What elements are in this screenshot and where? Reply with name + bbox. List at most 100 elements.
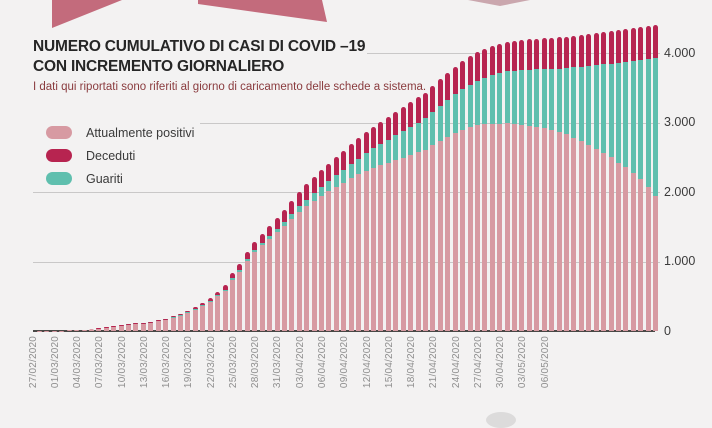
stacked-bar[interactable] — [148, 322, 153, 331]
stacked-bar[interactable] — [527, 39, 532, 331]
bar-segment-deceduti — [341, 151, 346, 170]
stacked-bar[interactable] — [89, 329, 94, 331]
stacked-bar[interactable] — [200, 303, 205, 331]
bar-segment-positivi — [215, 296, 220, 331]
stacked-bar[interactable] — [178, 314, 183, 331]
stacked-bar[interactable] — [208, 298, 213, 331]
stacked-bar[interactable] — [549, 38, 554, 331]
bar-segment-positivi — [423, 150, 428, 331]
stacked-bar[interactable] — [623, 29, 628, 331]
stacked-bar[interactable] — [74, 330, 79, 331]
stacked-bar[interactable] — [571, 36, 576, 331]
bar-segment-deceduti — [416, 97, 421, 122]
stacked-bar[interactable] — [401, 107, 406, 331]
stacked-bar[interactable] — [378, 122, 383, 331]
stacked-bar[interactable] — [349, 144, 354, 331]
stacked-bar[interactable] — [237, 264, 242, 331]
stacked-bar[interactable] — [468, 56, 473, 331]
stacked-bar[interactable] — [445, 73, 450, 331]
stacked-bar[interactable] — [646, 26, 651, 331]
stacked-bar[interactable] — [215, 292, 220, 331]
bar-segment-positivi — [349, 178, 354, 331]
bar-segment-positivi — [252, 252, 257, 331]
stacked-bar[interactable] — [512, 41, 517, 332]
stacked-bar[interactable] — [519, 40, 524, 331]
stacked-bar[interactable] — [304, 184, 309, 331]
stacked-bar[interactable] — [297, 192, 302, 331]
stacked-bar[interactable] — [356, 138, 361, 331]
stacked-bar[interactable] — [289, 201, 294, 331]
stacked-bar[interactable] — [245, 252, 250, 331]
stacked-bar[interactable] — [423, 93, 428, 331]
stacked-bar[interactable] — [104, 327, 109, 331]
bar-segment-guariti — [297, 206, 302, 212]
stacked-bar[interactable] — [156, 320, 161, 331]
stacked-bar[interactable] — [326, 164, 331, 331]
stacked-bar[interactable] — [460, 61, 465, 331]
bar-segment-deceduti — [490, 46, 495, 75]
bar-segment-deceduti — [275, 218, 280, 229]
stacked-bar[interactable] — [252, 242, 257, 331]
bar-segment-positivi — [601, 153, 606, 331]
bar-segment-deceduti — [208, 298, 213, 301]
stacked-bar[interactable] — [275, 218, 280, 331]
stacked-bar[interactable] — [111, 326, 116, 331]
stacked-bar[interactable] — [67, 330, 72, 331]
x-axis-label: 27/04/2020 — [473, 336, 485, 420]
stacked-bar[interactable] — [223, 285, 228, 331]
stacked-bar[interactable] — [319, 170, 324, 331]
stacked-bar[interactable] — [133, 324, 138, 331]
stacked-bar[interactable] — [534, 39, 539, 331]
stacked-bar[interactable] — [364, 132, 369, 331]
stacked-bar[interactable] — [82, 330, 87, 331]
bar-segment-deceduti — [519, 40, 524, 70]
bar-segment-deceduti — [260, 234, 265, 243]
bar-segment-deceduti — [289, 201, 294, 214]
stacked-bar[interactable] — [542, 38, 547, 331]
stacked-bar[interactable] — [371, 127, 376, 331]
stacked-bar[interactable] — [282, 210, 287, 331]
stacked-bar[interactable] — [267, 226, 272, 331]
stacked-bar[interactable] — [579, 35, 584, 331]
stacked-bar[interactable] — [416, 97, 421, 331]
stacked-bar[interactable] — [312, 177, 317, 331]
stacked-bar[interactable] — [163, 319, 168, 332]
stacked-bar[interactable] — [430, 86, 435, 331]
stacked-bar[interactable] — [497, 44, 502, 331]
bar-segment-positivi — [638, 179, 643, 331]
stacked-bar[interactable] — [334, 157, 339, 331]
stacked-bar[interactable] — [475, 52, 480, 331]
stacked-bar[interactable] — [482, 49, 487, 331]
stacked-bar[interactable] — [505, 42, 510, 331]
bar-segment-guariti — [364, 153, 369, 171]
bar-segment-positivi — [653, 196, 658, 331]
bar-segment-deceduti — [430, 86, 435, 112]
stacked-bar[interactable] — [609, 31, 614, 331]
stacked-bar[interactable] — [631, 28, 636, 331]
stacked-bar[interactable] — [408, 102, 413, 331]
stacked-bar[interactable] — [490, 46, 495, 331]
stacked-bar[interactable] — [653, 25, 658, 331]
stacked-bar[interactable] — [638, 27, 643, 331]
stacked-bar[interactable] — [171, 316, 176, 331]
stacked-bar[interactable] — [126, 324, 131, 331]
stacked-bar[interactable] — [438, 79, 443, 331]
stacked-bar[interactable] — [386, 117, 391, 331]
stacked-bar[interactable] — [594, 33, 599, 331]
stacked-bar[interactable] — [141, 323, 146, 331]
stacked-bar[interactable] — [185, 311, 190, 331]
stacked-bar[interactable] — [341, 151, 346, 331]
stacked-bar[interactable] — [586, 34, 591, 331]
stacked-bar[interactable] — [453, 67, 458, 331]
stacked-bar[interactable] — [119, 325, 124, 331]
stacked-bar[interactable] — [260, 234, 265, 331]
stacked-bar[interactable] — [557, 37, 562, 331]
stacked-bar[interactable] — [564, 37, 569, 331]
stacked-bar[interactable] — [393, 112, 398, 331]
stacked-bar[interactable] — [193, 307, 198, 331]
stacked-bar[interactable] — [601, 32, 606, 331]
stacked-bar[interactable] — [230, 273, 235, 331]
stacked-bar[interactable] — [616, 30, 621, 331]
bar-segment-guariti — [304, 200, 309, 207]
stacked-bar[interactable] — [96, 328, 101, 331]
